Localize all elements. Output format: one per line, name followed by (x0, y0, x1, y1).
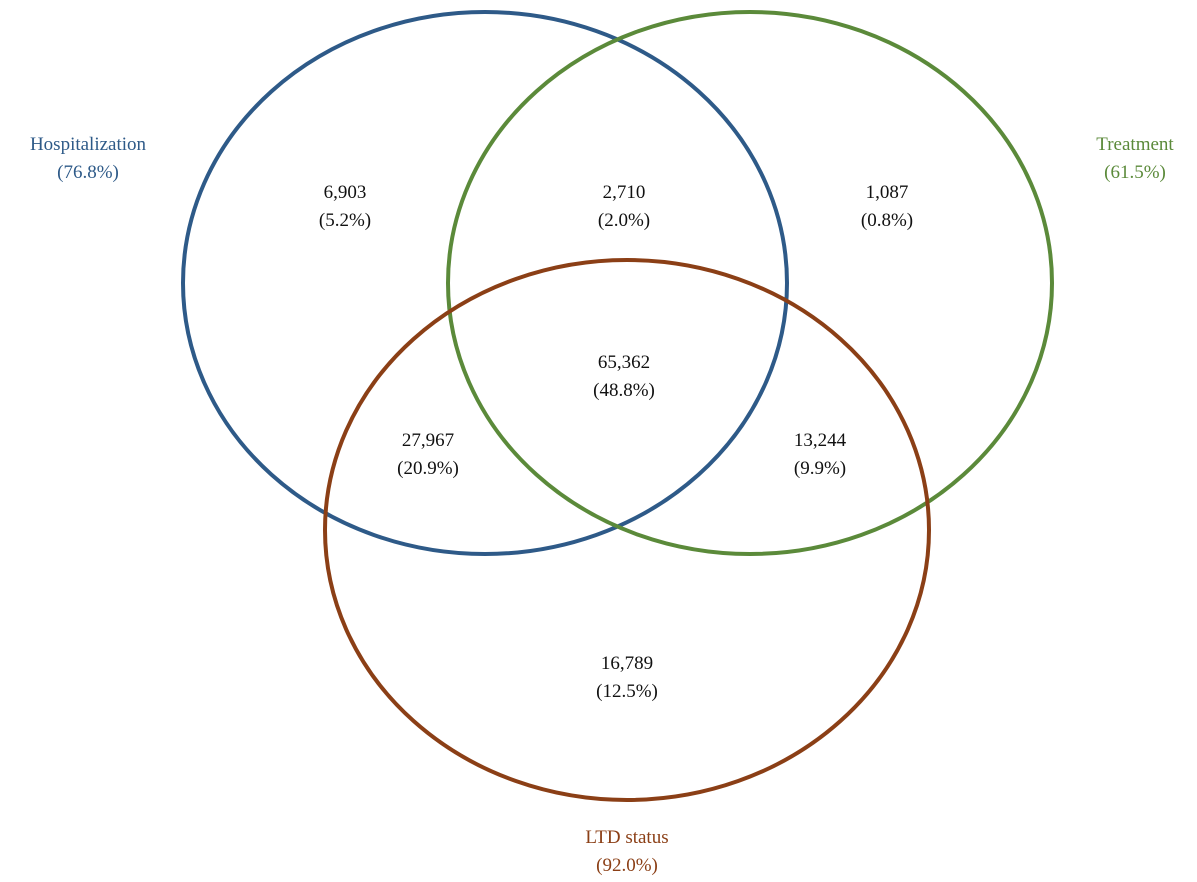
treatment-name: Treatment (1096, 134, 1174, 155)
region-count: 27,967 (402, 430, 454, 451)
ltd-status-name: LTD status (585, 827, 668, 848)
region-hospitalization-treatment: 2,710 (2.0%) (598, 182, 650, 231)
hospitalization-circle (181, 10, 789, 556)
region-percent: (48.8%) (593, 380, 655, 401)
region-count: 6,903 (324, 182, 367, 203)
region-count: 1,087 (866, 182, 909, 203)
hospitalization-label: Hospitalization (76.8%) (30, 134, 147, 183)
region-count: 16,789 (601, 653, 653, 674)
region-count: 2,710 (603, 182, 646, 203)
region-percent: (9.9%) (794, 458, 846, 479)
region-percent: (5.2%) (319, 210, 371, 231)
region-hospitalization-only: 6,903 (5.2%) (319, 182, 371, 231)
treatment-label: Treatment (61.5%) (1096, 134, 1174, 183)
treatment-circle (446, 10, 1054, 556)
region-all-three: 65,362 (48.8%) (593, 352, 655, 401)
region-percent: (2.0%) (598, 210, 650, 231)
region-hospitalization-ltd: 27,967 (20.9%) (397, 430, 459, 479)
region-count: 65,362 (598, 352, 650, 373)
region-percent: (12.5%) (596, 681, 658, 702)
treatment-percent: (61.5%) (1104, 162, 1166, 183)
region-percent: (0.8%) (861, 210, 913, 231)
region-count: 13,244 (794, 430, 847, 451)
hospitalization-name: Hospitalization (30, 134, 147, 155)
ltd-status-circle (323, 258, 931, 802)
ltd-status-percent: (92.0%) (596, 855, 658, 876)
region-treatment-only: 1,087 (0.8%) (861, 182, 913, 231)
region-treatment-ltd: 13,244 (9.9%) (794, 430, 847, 479)
region-percent: (20.9%) (397, 458, 459, 479)
hospitalization-percent: (76.8%) (57, 162, 119, 183)
region-ltd-only: 16,789 (12.5%) (596, 653, 658, 702)
ltd-status-label: LTD status (92.0%) (585, 827, 668, 876)
